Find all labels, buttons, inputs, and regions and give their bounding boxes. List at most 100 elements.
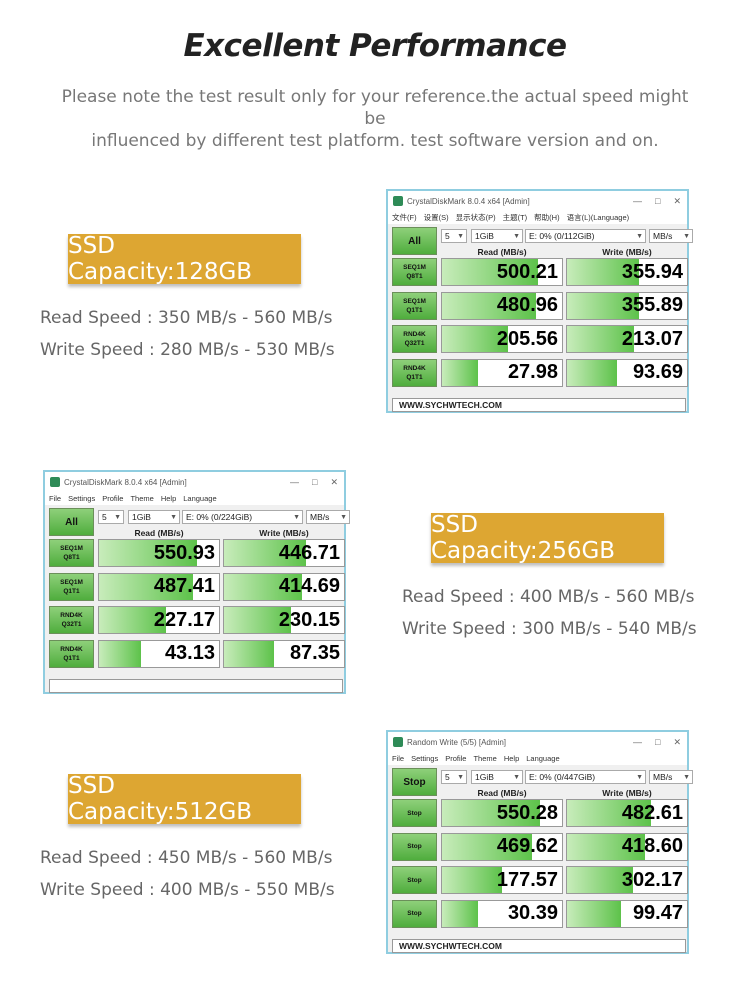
drive-select[interactable]: E: 0% (0/112GiB) ▼	[525, 229, 646, 243]
capacity-label-128gb: SSD Capacity:128GB	[68, 233, 301, 285]
app-icon	[50, 477, 60, 487]
all-button[interactable]: All	[392, 227, 437, 255]
write-bar	[224, 640, 275, 667]
menu-item[interactable]: Settings	[68, 494, 96, 503]
test-button[interactable]: SEQ1M Q1T1	[392, 291, 437, 320]
menu-item[interactable]: Theme	[130, 494, 154, 503]
menu-item[interactable]: File	[49, 494, 62, 503]
read-bar	[442, 326, 508, 352]
maximize-icon[interactable]: □	[312, 476, 318, 487]
row-stop-button[interactable]: Stop	[392, 832, 437, 861]
test-button[interactable]: SEQ1M Q1T1	[49, 572, 94, 601]
test-button[interactable]: SEQ1M Q8T1	[49, 539, 94, 567]
row-button-label: Stop	[407, 910, 422, 917]
read-cell: 205.56	[441, 325, 563, 353]
minimize-icon[interactable]: —	[633, 736, 643, 747]
write-bar	[224, 540, 306, 566]
size-select[interactable]: 1GiB ▼	[471, 770, 523, 784]
size-value: 1GiB	[475, 772, 494, 782]
row-stop-button[interactable]: Stop	[392, 866, 437, 894]
chevron-down-icon: ▼	[683, 773, 690, 781]
read-cell: 469.62	[441, 832, 563, 861]
test-button[interactable]: RND4K Q32T1	[49, 606, 94, 634]
test-button[interactable]: RND4K Q32T1	[392, 325, 437, 353]
capacity-label-512gb: SSD Capacity:512GB	[68, 773, 301, 825]
read-value: 205.56	[496, 327, 558, 350]
menu-item[interactable]: Help	[160, 494, 177, 503]
read-bar	[442, 292, 536, 319]
menu-item[interactable]: 主题(T)	[502, 213, 528, 222]
menu-item[interactable]: Language	[183, 494, 217, 503]
test-button[interactable]: RND4K Q1T1	[49, 639, 94, 668]
unit-select[interactable]: MB/s ▼	[306, 510, 350, 524]
menu-item[interactable]: Language	[526, 754, 560, 763]
comment-field[interactable]: WWW.SYCHWTECH.COM	[392, 939, 686, 953]
test-button[interactable]: SEQ1M Q8T1	[392, 258, 437, 286]
cdm-window-256gb: CrystalDiskMark 8.0.4 x64 [Admin] — □ ✕ File…	[43, 470, 350, 694]
unit-value: MB/s	[310, 512, 330, 522]
write-header: Write (MB/s)	[602, 247, 652, 257]
menu-item[interactable]: Profile	[102, 494, 124, 503]
read-header: Read (MB/s)	[477, 788, 527, 798]
read-speed-text: Read Speed : 450 MB/s - 560 MB/s	[40, 848, 333, 868]
count-select[interactable]: 5 ▼	[441, 770, 467, 784]
comment-field[interactable]: WWW.SYCHWTECH.COM	[392, 398, 686, 412]
close-icon[interactable]: ✕	[673, 195, 681, 206]
write-value: 446.71	[278, 541, 340, 564]
drive-select[interactable]: E: 0% (0/447GiB) ▼	[525, 770, 646, 784]
read-value: 177.57	[496, 868, 558, 891]
result-row: SEQ1M Q1T1 487.41 414.69	[49, 572, 345, 603]
menu-item[interactable]: Settings	[411, 754, 439, 763]
write-cell: 99.47	[566, 899, 688, 928]
maximize-icon[interactable]: □	[655, 736, 661, 747]
close-icon[interactable]: ✕	[330, 476, 338, 487]
comment-field[interactable]	[49, 679, 343, 693]
minimize-icon[interactable]: —	[290, 476, 300, 487]
menu-item[interactable]: 设置(S)	[423, 213, 449, 222]
read-cell: 30.39	[441, 899, 563, 928]
title-bar: Random Write (5/5) [Admin] — □ ✕	[388, 732, 687, 752]
unit-select[interactable]: MB/s ▼	[649, 770, 693, 784]
size-value: 1GiB	[475, 231, 494, 241]
test-params: Q1T1	[406, 373, 423, 381]
result-row: RND4K Q1T1 43.13 87.35	[49, 639, 345, 670]
count-select[interactable]: 5 ▼	[98, 510, 124, 524]
all-button[interactable]: All	[49, 508, 94, 536]
write-cell: 93.69	[566, 358, 688, 387]
controls-row: All 5 ▼ 1GiB ▼ E: 0% (0/112GiB) ▼ MB/s ▼ Read (MB…	[392, 227, 693, 257]
drive-select[interactable]: E: 0% (0/224GiB) ▼	[182, 510, 303, 524]
window-title: CrystalDiskMark 8.0.4 x64 [Admin]	[64, 477, 187, 487]
menu-item[interactable]: Help	[503, 754, 520, 763]
maximize-icon[interactable]: □	[655, 195, 661, 206]
row-stop-button[interactable]: Stop	[392, 799, 437, 827]
write-bar	[567, 833, 645, 860]
count-select[interactable]: 5 ▼	[441, 229, 467, 243]
menu-item[interactable]: 语言(L)(Language)	[566, 213, 630, 222]
read-speed-text: Read Speed : 350 MB/s - 560 MB/s	[40, 308, 333, 328]
page-headline: Excellent Performance	[183, 28, 568, 64]
unit-select[interactable]: MB/s ▼	[649, 229, 693, 243]
disclaimer-line-1: Please note the test result only for you…	[61, 87, 689, 129]
chevron-down-icon: ▼	[457, 232, 464, 240]
stop-button[interactable]: Stop	[392, 768, 437, 796]
menu-item[interactable]: Profile	[445, 754, 467, 763]
row-stop-button[interactable]: Stop	[392, 899, 437, 928]
menu-item[interactable]: File	[392, 754, 405, 763]
read-cell: 43.13	[98, 639, 220, 668]
menu-item[interactable]: 帮助(H)	[534, 213, 560, 222]
size-select[interactable]: 1GiB ▼	[471, 229, 523, 243]
drive-value: E: 0% (0/447GiB)	[529, 772, 596, 782]
size-select[interactable]: 1GiB ▼	[128, 510, 180, 524]
write-bar	[567, 900, 621, 927]
read-bar	[442, 259, 538, 285]
minimize-icon[interactable]: —	[633, 195, 643, 206]
menu-item[interactable]: 文件(F)	[392, 213, 417, 222]
menu-item[interactable]: 显示状态(P)	[455, 213, 496, 222]
write-cell: 355.89	[566, 291, 688, 320]
unit-value: MB/s	[653, 231, 673, 241]
benchmark-grid: All 5 ▼ 1GiB ▼ E: 0% (0/224GiB) ▼ MB/s ▼ Read (MB…	[49, 508, 350, 668]
test-button[interactable]: RND4K Q1T1	[392, 358, 437, 387]
write-speed-text: Write Speed : 400 MB/s - 550 MB/s	[40, 880, 335, 900]
close-icon[interactable]: ✕	[673, 736, 681, 747]
menu-item[interactable]: Theme	[473, 754, 497, 763]
